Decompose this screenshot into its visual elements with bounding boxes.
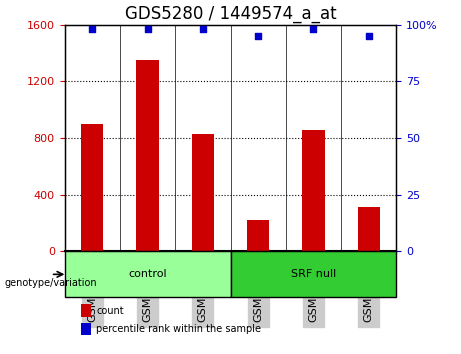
Title: GDS5280 / 1449574_a_at: GDS5280 / 1449574_a_at [124,6,337,23]
Bar [136,60,159,251]
FancyBboxPatch shape [230,251,396,297]
Point [199,27,207,32]
Bar [81,304,91,317]
Bar [81,323,91,335]
Bar [247,220,269,251]
Point [365,33,372,39]
Text: SRF null: SRF null [291,269,336,279]
Point [89,27,96,32]
Text: percentile rank within the sample: percentile rank within the sample [96,324,261,334]
Bar [192,134,214,251]
Bar [302,130,325,251]
FancyBboxPatch shape [65,251,230,297]
Point [310,27,317,32]
Bar [81,124,103,251]
Bar [358,207,380,251]
Text: genotype/variation: genotype/variation [5,278,97,288]
Text: count: count [96,306,124,316]
Point [254,33,262,39]
Point [144,27,151,32]
Text: control: control [128,269,167,279]
